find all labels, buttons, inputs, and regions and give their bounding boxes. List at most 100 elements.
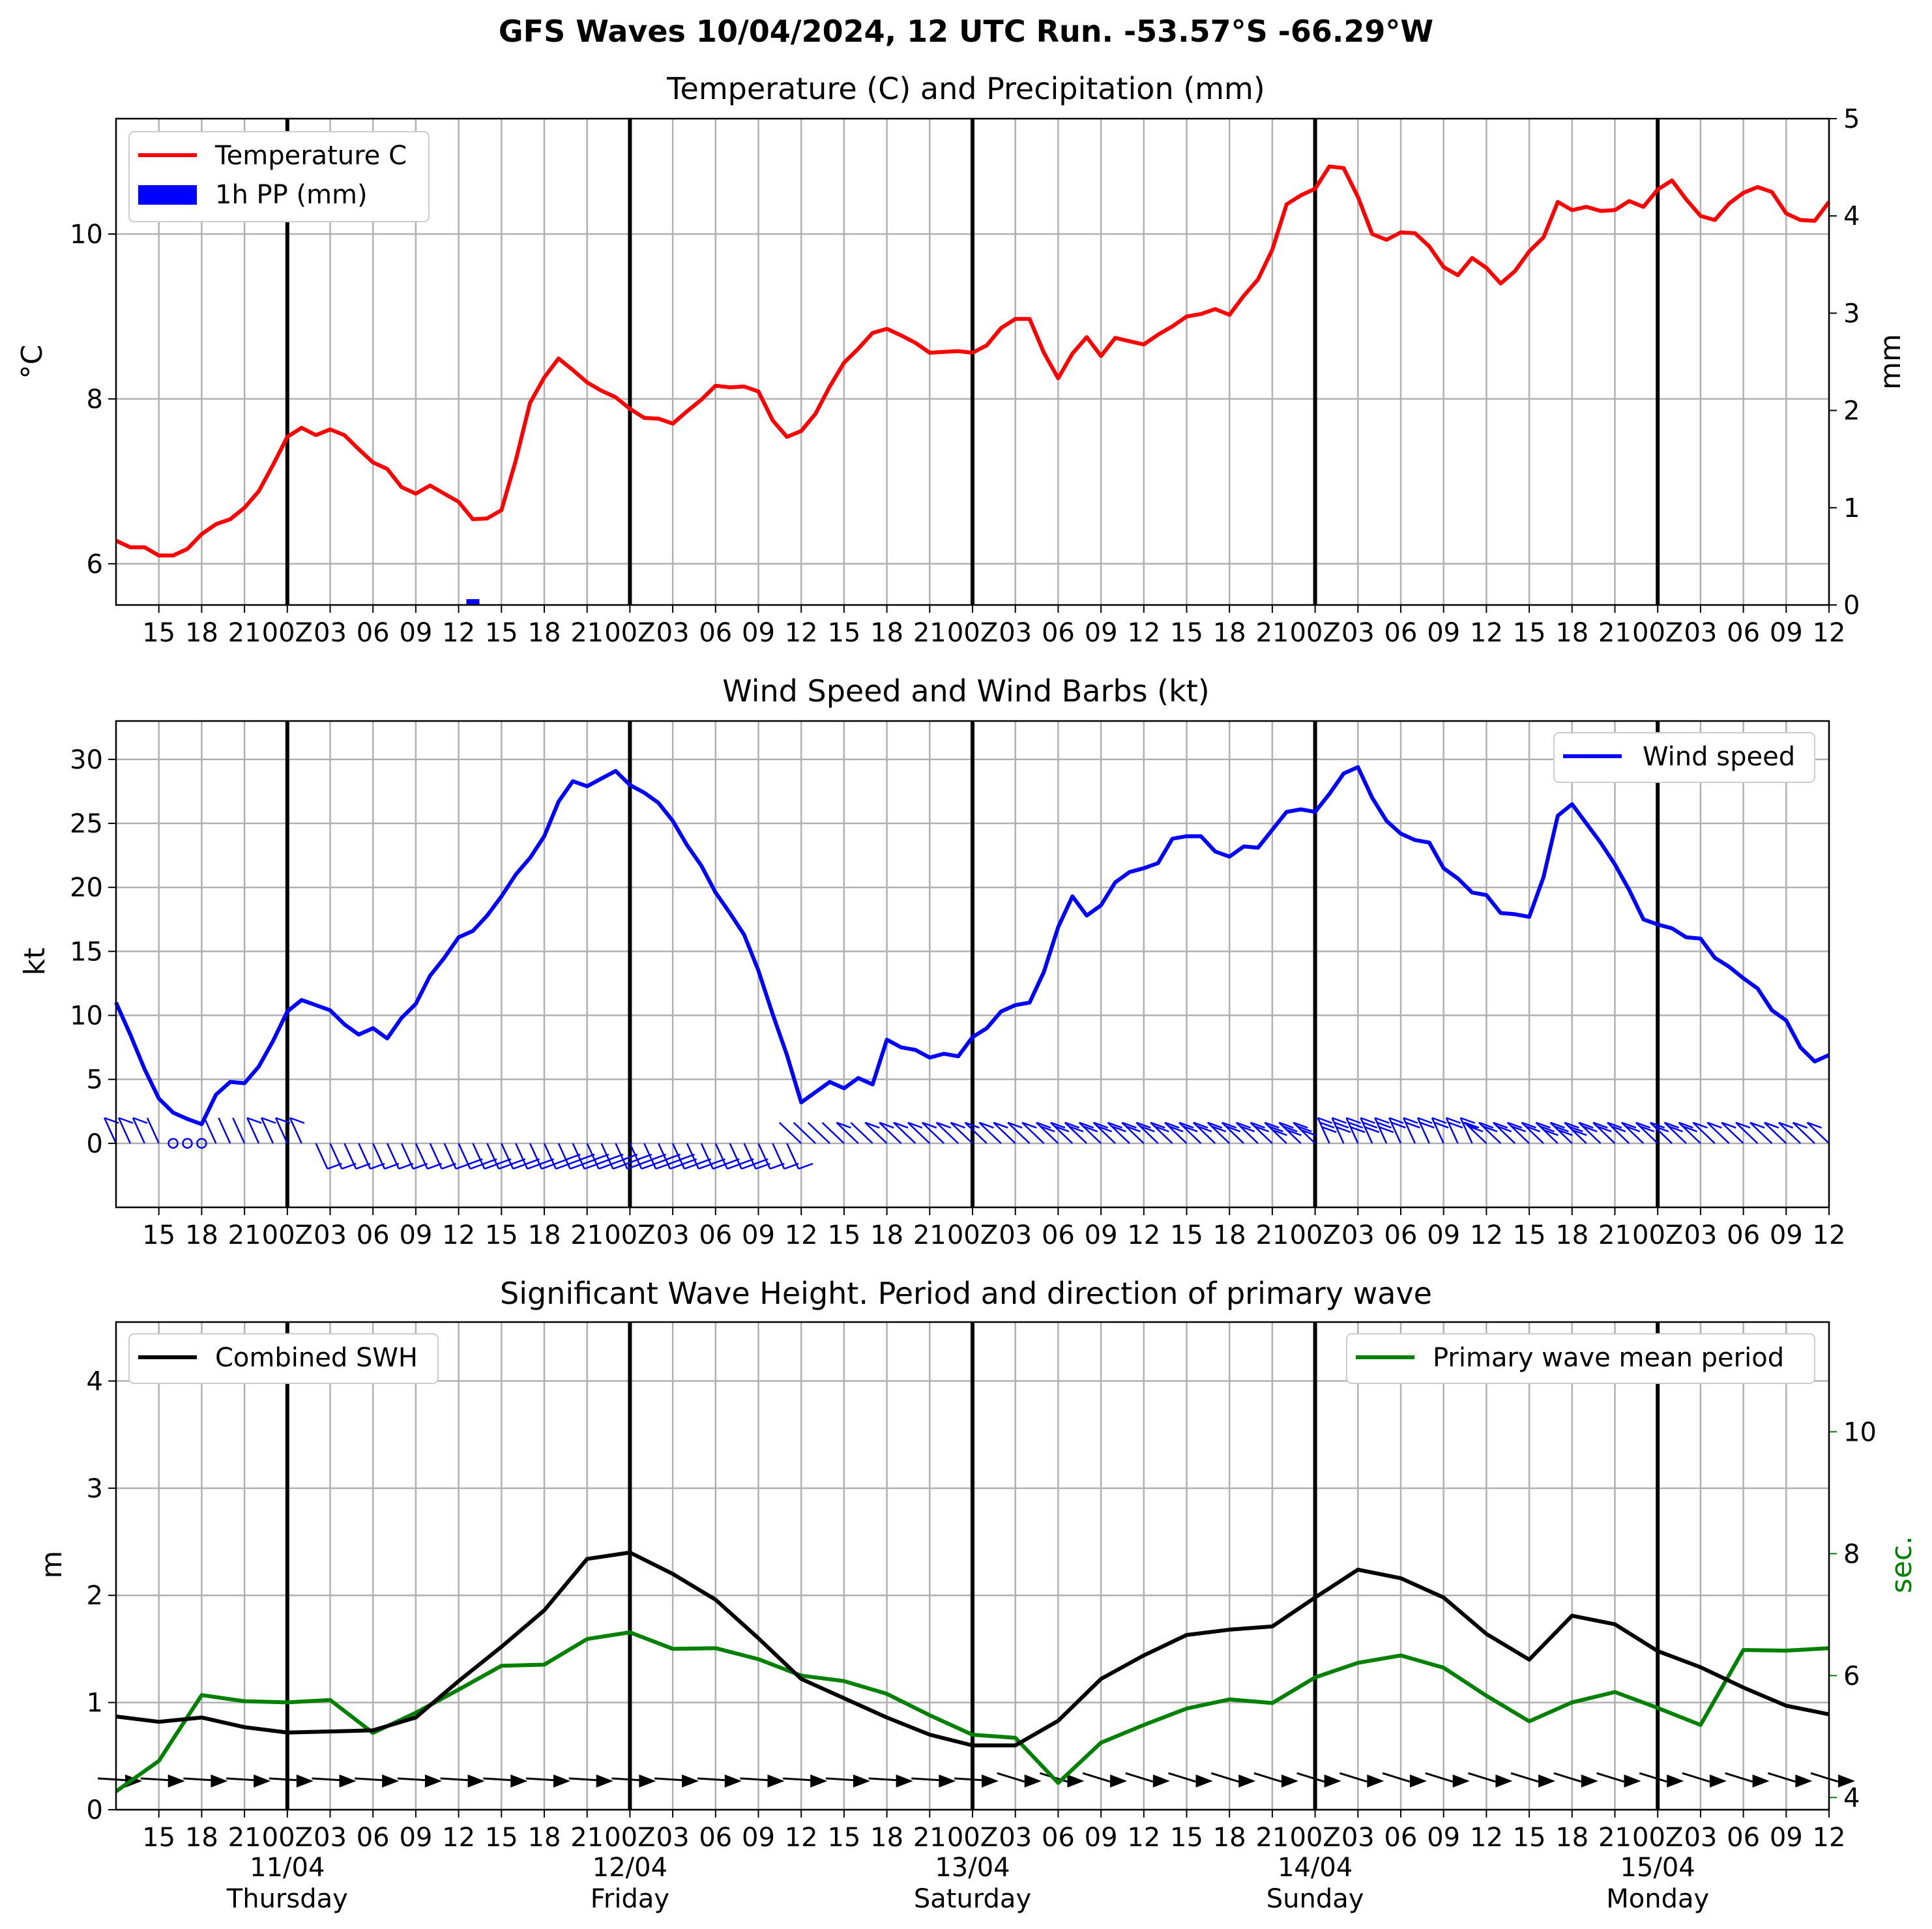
wind-barb-shaft bbox=[757, 1143, 771, 1170]
wind-barb-shaft bbox=[1764, 1122, 1787, 1144]
wave-arrow-head bbox=[896, 1774, 913, 1788]
wind-barb-shaft bbox=[821, 1122, 845, 1144]
wave-arrow-head bbox=[1452, 1774, 1470, 1788]
wind-barb-flag bbox=[950, 1121, 966, 1129]
wave-arrow-head bbox=[596, 1774, 613, 1788]
xtick-label: 15 bbox=[1170, 1220, 1203, 1250]
panel1-y2-tick-label: 4 bbox=[1843, 201, 1860, 231]
xtick-label: 12 bbox=[1127, 1220, 1160, 1250]
wave-arrow-shaft bbox=[954, 1777, 982, 1782]
wind-barb-flag bbox=[798, 1162, 813, 1170]
wave-arrow-shaft bbox=[1425, 1772, 1454, 1783]
wind-barb-flag bbox=[118, 1117, 134, 1124]
panel3-y2-tick-label: 6 bbox=[1843, 1661, 1860, 1691]
wind-barb-flag bbox=[1692, 1121, 1708, 1129]
panel3-y2label: sec. bbox=[1885, 1536, 1918, 1593]
panel1-ylabel: °C bbox=[16, 345, 49, 379]
wave-arrow-head bbox=[211, 1774, 228, 1788]
xtick-label: 12 bbox=[442, 1823, 475, 1853]
wave-arrow-shaft bbox=[654, 1777, 682, 1782]
wave-arrow-head bbox=[767, 1774, 785, 1788]
xtick-label: 03 bbox=[656, 1220, 690, 1250]
wind-barb-flag bbox=[1448, 1121, 1463, 1128]
wave-arrow-head bbox=[1838, 1774, 1855, 1788]
wind-barb-flag bbox=[1036, 1121, 1051, 1129]
wind-barb-shaft bbox=[1064, 1122, 1088, 1144]
wind-barb-flag bbox=[1621, 1121, 1637, 1129]
wind-barb-shaft bbox=[1293, 1122, 1316, 1144]
wave-arrow-head bbox=[254, 1774, 271, 1788]
wind-barb-flag bbox=[289, 1117, 305, 1124]
xtick-label: 06 bbox=[357, 1220, 390, 1250]
xtick-label: 12 bbox=[1127, 1823, 1160, 1853]
wind-barbs bbox=[104, 1117, 1830, 1170]
wind-barb-shaft bbox=[1135, 1122, 1159, 1144]
xtick-label: 03 bbox=[656, 1823, 690, 1853]
wind-barb-flag bbox=[1121, 1121, 1137, 1129]
wave-arrow-shaft bbox=[397, 1777, 425, 1782]
panel1-y2label: mm bbox=[1874, 334, 1907, 390]
wave-direction-arrows bbox=[97, 1772, 1855, 1788]
wind-barb-flag bbox=[864, 1121, 880, 1129]
wind-barb-shaft bbox=[1431, 1117, 1444, 1144]
wind-barb-flag bbox=[1236, 1121, 1251, 1129]
ytick-label: 3 bbox=[87, 1474, 103, 1504]
wave-arrow-shaft bbox=[269, 1777, 297, 1782]
wind-barb-flag bbox=[1097, 1125, 1113, 1132]
wind-barb-shaft bbox=[117, 1117, 132, 1144]
xtick-label: 00Z bbox=[1632, 1823, 1683, 1853]
wind-barb-shaft bbox=[1792, 1122, 1815, 1144]
xtick-label: 03 bbox=[1684, 1823, 1717, 1853]
wind-barb-shaft bbox=[1663, 1122, 1687, 1144]
xtick-label: 21 bbox=[1598, 1220, 1632, 1250]
wind-barb-shaft bbox=[1535, 1122, 1559, 1144]
wind-barb-flag bbox=[1596, 1125, 1612, 1132]
xtick-label: 09 bbox=[1770, 1220, 1803, 1250]
panel2-ylabel: kt bbox=[18, 948, 51, 976]
xtick-label: 03 bbox=[656, 618, 690, 648]
wave-arrow-shaft bbox=[1810, 1772, 1839, 1783]
wind-barb-shaft bbox=[1007, 1122, 1031, 1144]
wave-arrow-head bbox=[467, 1774, 485, 1788]
wind-barb-flag bbox=[1254, 1125, 1269, 1132]
wind-barb-shaft bbox=[146, 1117, 160, 1144]
ytick-label: 30 bbox=[70, 745, 103, 775]
panel3-title: Significant Wave Height. Period and dire… bbox=[500, 1276, 1432, 1311]
xtick-label: 15 bbox=[485, 618, 518, 648]
wave-arrow-shaft bbox=[611, 1777, 639, 1782]
wave-arrow-shaft bbox=[226, 1777, 254, 1782]
wind-barb-shaft bbox=[964, 1122, 988, 1144]
xtick-label: 00Z bbox=[604, 1823, 655, 1853]
wave-arrow-shaft bbox=[1596, 1772, 1624, 1783]
wind-barb-flag bbox=[1678, 1121, 1693, 1129]
wind-barb-shaft bbox=[1207, 1122, 1231, 1144]
wind-barb-flag bbox=[1493, 1121, 1508, 1129]
xtick-label: 00Z bbox=[1632, 1220, 1683, 1250]
ytick-label: 10 bbox=[70, 1001, 103, 1031]
calm-circle bbox=[168, 1138, 179, 1149]
xtick-label: 06 bbox=[1727, 618, 1760, 648]
wind-barb-flag bbox=[1557, 1129, 1573, 1136]
wind-barb-flag bbox=[1346, 1117, 1361, 1124]
wind-barb-flag bbox=[1021, 1121, 1037, 1129]
wind-barb-shaft bbox=[372, 1143, 386, 1170]
panel1-y2-tick-label: 2 bbox=[1843, 396, 1860, 426]
xtick-label: 12 bbox=[1470, 618, 1503, 648]
wind-barb-shaft bbox=[1331, 1117, 1345, 1144]
xtick-label: 18 bbox=[1555, 1823, 1588, 1853]
wave-arrow-shaft bbox=[483, 1777, 511, 1782]
wave-arrow-head bbox=[1624, 1774, 1641, 1788]
wind-barb-shaft bbox=[246, 1117, 260, 1144]
wind-barb-flag bbox=[1264, 1121, 1280, 1129]
xtick-label: 21 bbox=[570, 618, 604, 648]
wave-arrow-head bbox=[1795, 1774, 1813, 1788]
panel3-legend-swh: Combined SWH bbox=[128, 1333, 439, 1384]
wave-arrow-head bbox=[1752, 1774, 1770, 1788]
ytick-label: 8 bbox=[87, 385, 103, 415]
wind-barb-shaft bbox=[1121, 1122, 1145, 1144]
wind-barb-flag bbox=[1582, 1125, 1598, 1132]
wind-barb-flag bbox=[1405, 1121, 1420, 1128]
wind-barb-flag bbox=[1639, 1125, 1655, 1132]
wind-barb-flag bbox=[1544, 1129, 1559, 1136]
wave-arrow-shaft bbox=[1725, 1772, 1753, 1783]
